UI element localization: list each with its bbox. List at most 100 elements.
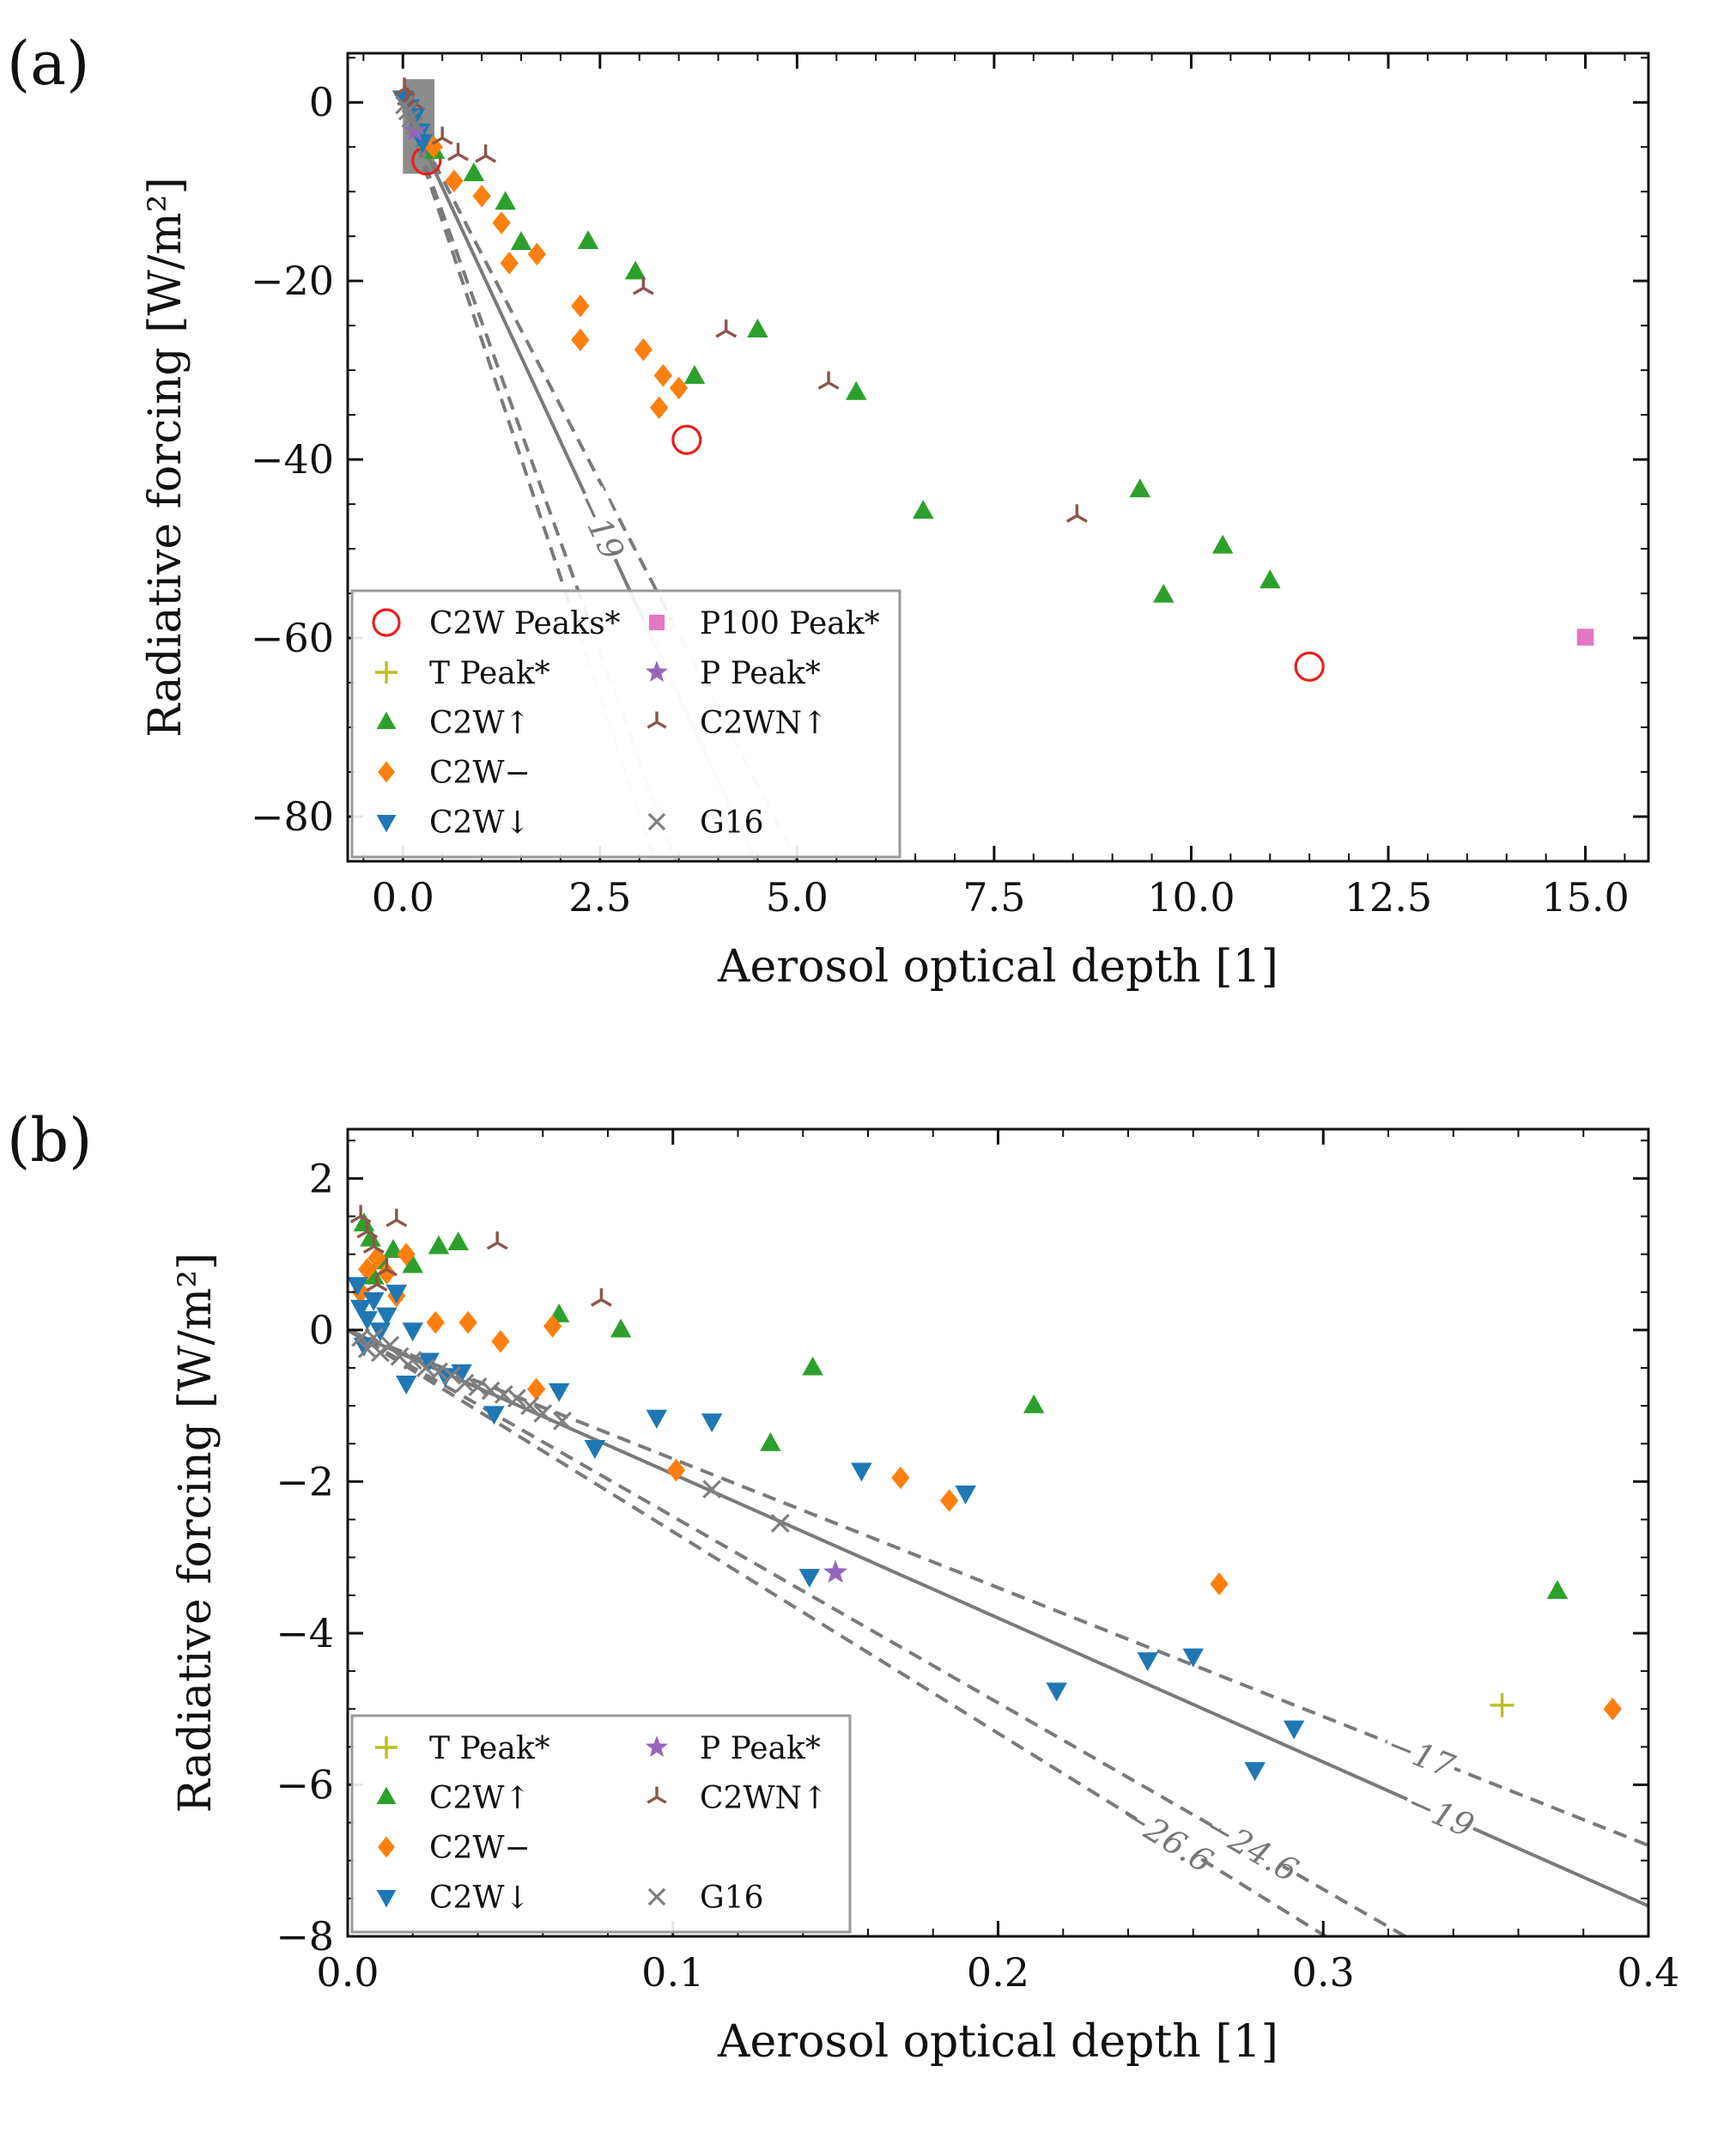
legend-marker — [646, 1786, 667, 1804]
y-tick-label: 0 — [309, 1307, 334, 1353]
data-point — [364, 1328, 384, 1347]
data-point — [634, 337, 653, 362]
x-axis-label: Aerosol optical depth [1] — [717, 941, 1278, 993]
legend-item-c2w-peaks-star: C2W Peaks* — [372, 606, 621, 641]
legend-label: C2W↑ — [429, 1781, 531, 1816]
data-point — [543, 1315, 562, 1338]
data-point — [548, 1382, 570, 1402]
data-point — [357, 1340, 377, 1358]
legend: T Peak* P Peak* C2W↑ C2WN↑ C2W− C2W↓ G16 — [350, 1714, 852, 1934]
data-point — [701, 1413, 723, 1433]
data-point — [363, 1265, 385, 1285]
legend-item-p-peak-star: P Peak* — [646, 1731, 821, 1766]
legend-item-c2wn-up: C2WN↑ — [646, 706, 828, 741]
legend-item-c2w-minus: C2W− — [378, 1831, 531, 1866]
legend-label: P100 Peak* — [700, 606, 880, 641]
legend-marker — [376, 1889, 397, 1908]
y-tick-label: −8 — [276, 1913, 334, 1960]
data-point — [632, 276, 654, 295]
legend-label: C2W− — [429, 756, 531, 791]
x-axis-label: Aerosol optical depth [1] — [717, 2016, 1278, 2068]
legend-marker — [372, 608, 401, 637]
data-point — [624, 260, 646, 280]
reference-line-labels: −17−19−24.6−26.6 — [1114, 1724, 1481, 1890]
legend-marker — [646, 1735, 668, 1757]
data-point — [377, 1261, 397, 1285]
data-point — [715, 319, 737, 338]
data-point — [817, 371, 840, 390]
data-point — [1210, 1572, 1229, 1595]
series-c2w-minus — [351, 1243, 1622, 1721]
data-point — [376, 1307, 398, 1327]
data-point — [385, 1208, 408, 1228]
data-point — [431, 126, 453, 145]
legend-item-g16: G16 — [647, 1881, 764, 1916]
data-point — [1576, 629, 1594, 646]
data-point — [397, 1243, 416, 1266]
panel-b: (b) −17−19−24.6−26.6 0.0 0.1 0.2 0.3 0.4 2 0 −2 −4… — [7, 1105, 1680, 2068]
data-point — [577, 230, 599, 250]
legend-label: C2W Peaks* — [429, 606, 621, 641]
legend-label: C2WN↑ — [700, 1781, 828, 1816]
ticks: 0.0 0.1 0.2 0.3 0.4 2 0 −2 −4 −6 −8 — [276, 1129, 1680, 1996]
data-point — [416, 1358, 435, 1377]
data-point — [760, 1431, 781, 1451]
data-point — [1065, 504, 1088, 523]
data-point — [405, 116, 424, 136]
data-point — [468, 1377, 488, 1397]
data-point — [798, 1569, 821, 1589]
legend-label: T Peak* — [429, 656, 550, 691]
legend-label: P Peak* — [700, 1731, 821, 1766]
legend-label: C2W↑ — [429, 706, 531, 741]
data-point — [376, 1257, 398, 1277]
x-tick-label: 0.3 — [1292, 1949, 1355, 1996]
legend-item-c2w-down: C2W↓ — [376, 1881, 531, 1916]
data-point — [492, 211, 511, 234]
data-point — [527, 242, 547, 266]
data-point — [591, 1288, 612, 1307]
x-tick-label: 0.0 — [372, 874, 434, 921]
series-c2wn-up — [349, 1205, 612, 1307]
data-point — [1023, 1394, 1045, 1413]
legend-item-c2w-up: C2W↑ — [376, 706, 531, 741]
legend-marker — [376, 814, 397, 833]
contour-label-bg — [1128, 1802, 1208, 1870]
data-point — [428, 1235, 450, 1255]
data-point — [650, 396, 669, 420]
data-point — [349, 1299, 372, 1319]
data-point — [584, 1440, 606, 1460]
axes-frame — [346, 52, 1650, 863]
legend-marker — [375, 1736, 398, 1759]
data-point — [527, 1377, 546, 1401]
data-point — [455, 1373, 475, 1393]
reference-line-slope-neg-17 — [401, 101, 799, 861]
legend-label: P Peak* — [700, 656, 821, 691]
x-tick-label: 12.5 — [1344, 874, 1432, 921]
data-point — [955, 1486, 976, 1504]
legend-marker — [376, 1786, 397, 1805]
data-point — [1129, 478, 1151, 498]
x-tick-label: 0.4 — [1617, 1949, 1679, 1996]
contour-label-bg — [570, 485, 633, 566]
data-point — [447, 1231, 470, 1251]
data-point — [1244, 1762, 1266, 1782]
data-point — [463, 162, 485, 182]
data-point — [653, 364, 672, 387]
series-c2w-down — [348, 1277, 1305, 1782]
data-point — [823, 1559, 848, 1583]
data-point — [402, 1322, 423, 1342]
series-p-peak-star — [823, 1559, 848, 1583]
series-c2wn-up — [393, 77, 1088, 523]
legend-label: G16 — [700, 805, 764, 841]
y-axis-label: Radiative forcing [W/m²] — [170, 1253, 222, 1814]
data-point — [913, 500, 934, 520]
data-point — [646, 1409, 668, 1429]
series-p-peak-star — [403, 118, 427, 142]
y-tick-label: −4 — [276, 1610, 334, 1656]
legend-label: C2W↓ — [429, 1881, 531, 1916]
legend-marker — [376, 711, 397, 730]
legend-item-g16: G16 — [647, 805, 764, 841]
data-point — [571, 328, 590, 352]
data-point — [1490, 1692, 1514, 1717]
series-c2w-minus — [424, 135, 689, 420]
